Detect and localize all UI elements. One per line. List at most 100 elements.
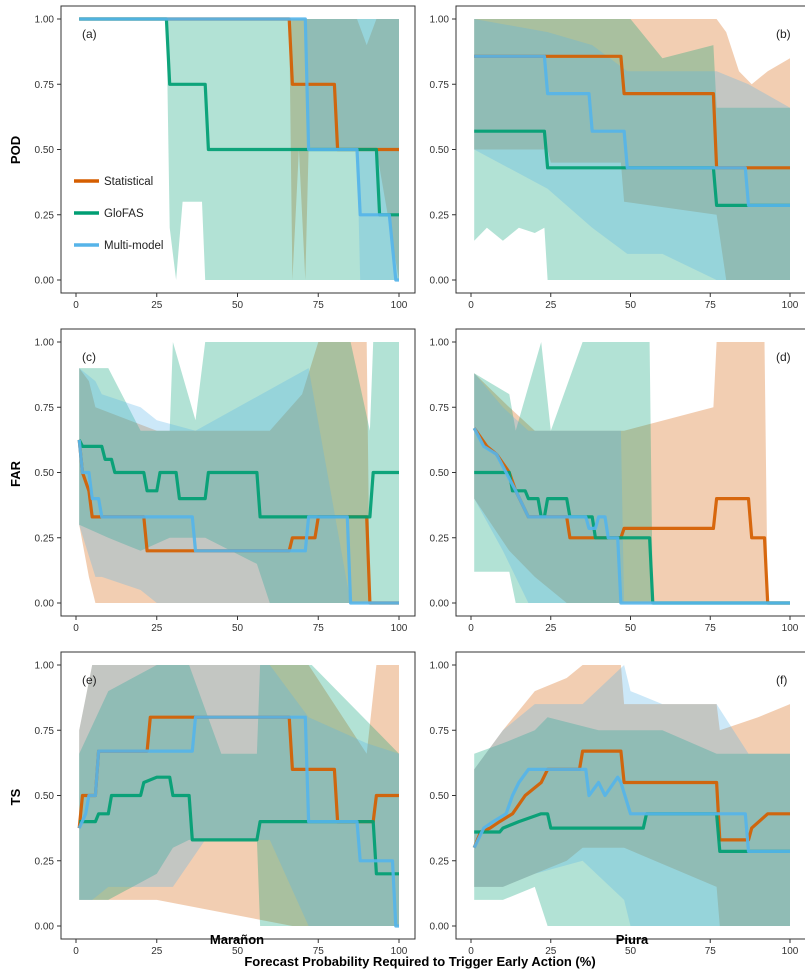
y-tick-label: 0.25 [35, 210, 55, 221]
x-tick-label: 25 [151, 623, 163, 634]
panel-letter: (d) [776, 350, 791, 364]
x-axis-label: Forecast Probability Required to Trigger… [244, 954, 595, 969]
y-tick-label: 0.00 [35, 922, 55, 933]
line-glofas [79, 17, 399, 217]
panel-d: 0.00 0.25 0.50 0.75 1.00 0 25 50 75 100 (d) [430, 328, 805, 634]
x-tick-label: 75 [705, 946, 717, 957]
x-tick-label: 75 [313, 623, 325, 634]
line-glofas [79, 775, 399, 876]
y-tick-label: 1.00 [35, 338, 55, 349]
band-multi-model [79, 665, 399, 926]
band-multi-model [474, 665, 790, 926]
band-glofas [79, 665, 399, 926]
panel-letter: (b) [776, 27, 791, 41]
x-tick-label: 50 [232, 300, 244, 311]
y-tick-label: 0.50 [430, 468, 450, 479]
x-tick-label: 50 [625, 946, 637, 957]
line-multi-model [79, 17, 399, 282]
line-multi-model [472, 767, 790, 853]
panel-b: 0.00 0.25 0.50 0.75 1.00 0 25 50 75 100 (b) [430, 5, 805, 311]
band-glofas [474, 19, 790, 280]
x-tick-label: 100 [782, 300, 799, 311]
x-tick-label: 50 [625, 300, 637, 311]
y-tick-label: 0.25 [430, 856, 450, 867]
x-tick-label: 25 [545, 300, 557, 311]
y-tick-label: 0.25 [35, 533, 55, 544]
legend-label-glofas: GloFAS [104, 208, 144, 220]
band-statistical [474, 342, 790, 603]
x-tick-label: 25 [545, 946, 557, 957]
y-tick-label: 0.00 [430, 276, 450, 287]
x-tick-label: 25 [545, 623, 557, 634]
x-tick-label: 75 [313, 946, 325, 957]
y-tick-label: 0.75 [430, 80, 450, 91]
y-tick-label: 0.75 [35, 726, 55, 737]
x-tick-label: 100 [391, 623, 408, 634]
band-statistical [474, 19, 790, 280]
y-tick-label: 1.00 [430, 338, 450, 349]
line-glofas [474, 812, 790, 853]
line-glofas [474, 470, 790, 605]
y-tick-label: 0.50 [35, 145, 55, 156]
line-multi-model [474, 54, 790, 207]
panel-letter: (a) [82, 27, 97, 41]
y-tick-label: 0.00 [35, 276, 55, 287]
x-tick-label: 25 [151, 300, 163, 311]
line-multi-model [472, 427, 790, 605]
band-multi-model [474, 19, 790, 280]
y-tick-label: 1.00 [430, 15, 450, 26]
x-tick-label: 75 [313, 300, 325, 311]
line-statistical [472, 749, 790, 849]
row-label-ts: TS [8, 788, 23, 805]
x-tick-label: 100 [391, 946, 408, 957]
x-tick-label: 50 [625, 623, 637, 634]
x-tick-label: 0 [468, 300, 474, 311]
y-tick-label: 0.75 [430, 403, 450, 414]
x-tick-label: 75 [705, 300, 717, 311]
band-statistical [79, 665, 399, 926]
panels: 0.00 0.25 0.50 0.75 1.00 0 25 50 75 100 (a) 0.00 0.2… [35, 5, 805, 957]
panel-letter: (e) [82, 673, 97, 687]
legend-label-multi-model: Multi-model [104, 240, 163, 252]
y-tick-label: 0.75 [35, 80, 55, 91]
y-tick-label: 0.25 [430, 210, 450, 221]
line-multi-model [77, 439, 399, 605]
x-tick-label: 0 [468, 623, 474, 634]
x-tick-label: 0 [73, 623, 79, 634]
y-tick-label: 0.75 [35, 403, 55, 414]
y-tick-label: 0.50 [430, 145, 450, 156]
panel-c: 0.00 0.25 0.50 0.75 1.00 0 25 50 75 100 (c) [35, 328, 416, 634]
y-tick-label: 0.50 [35, 468, 55, 479]
panel-letter: (f) [776, 673, 787, 687]
panel-f: 0.00 0.25 0.50 0.75 1.00 0 25 50 75 100 (f) [430, 651, 805, 957]
col-label-maranon: Marañon [210, 932, 264, 947]
y-tick-label: 0.00 [430, 922, 450, 933]
y-tick-label: 1.00 [35, 15, 55, 26]
x-tick-label: 25 [151, 946, 163, 957]
y-tick-label: 0.50 [430, 791, 450, 802]
x-tick-label: 100 [391, 300, 408, 311]
panel-e: 0.00 0.25 0.50 0.75 1.00 0 25 50 75 100 (e) [35, 651, 416, 957]
x-tick-label: 0 [73, 946, 79, 957]
line-glofas [77, 439, 399, 519]
row-label-far: FAR [8, 460, 23, 487]
x-tick-label: 50 [232, 946, 244, 957]
y-tick-label: 0.75 [430, 726, 450, 737]
x-tick-label: 50 [232, 623, 244, 634]
y-tick-label: 0.25 [35, 856, 55, 867]
x-tick-label: 100 [782, 623, 799, 634]
y-tick-label: 0.00 [35, 599, 55, 610]
band-multi-model [79, 368, 399, 603]
legend: Statistical GloFAS Multi-model [74, 176, 163, 252]
row-label-pod: POD [8, 136, 23, 164]
panel-letter: (c) [82, 350, 96, 364]
line-multi-model [77, 715, 399, 928]
x-tick-label: 0 [73, 300, 79, 311]
col-label-piura: Piura [616, 932, 649, 947]
band-glofas [474, 342, 790, 603]
x-tick-label: 100 [782, 946, 799, 957]
y-tick-label: 1.00 [35, 661, 55, 672]
legend-label-statistical: Statistical [104, 176, 153, 188]
y-tick-label: 0.50 [35, 791, 55, 802]
